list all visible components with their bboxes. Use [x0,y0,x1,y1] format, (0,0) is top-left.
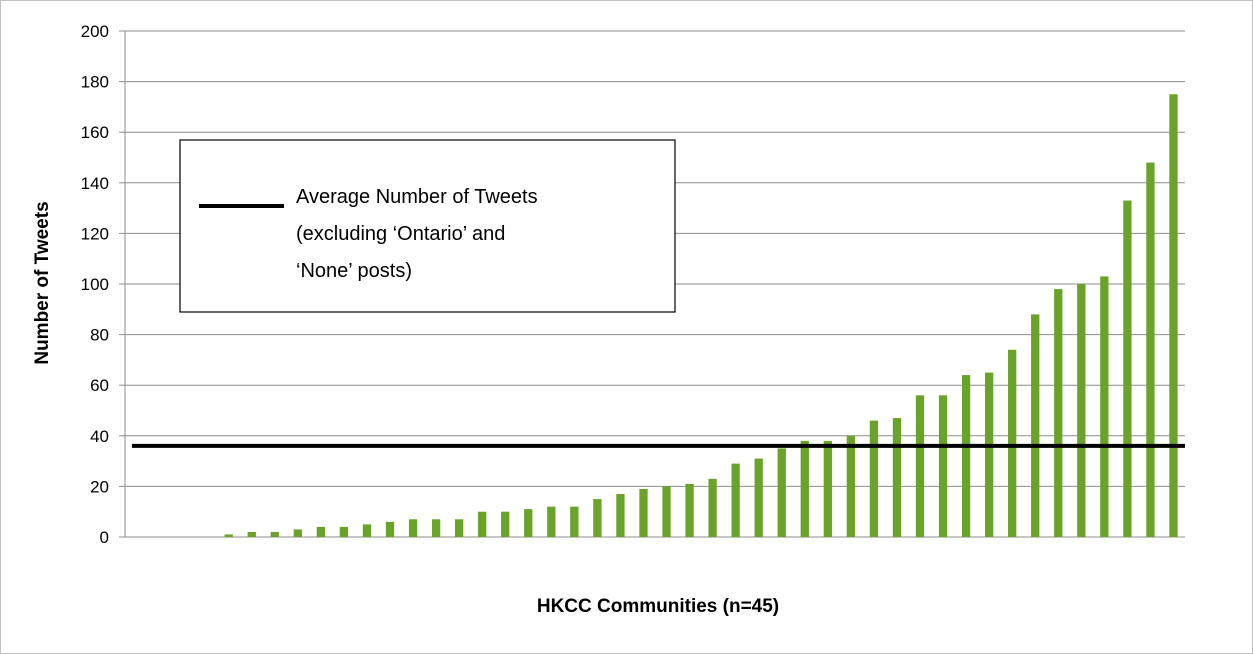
bar [639,488,648,537]
legend: Average Number of Tweets (excluding ‘Ont… [179,139,676,313]
bar [777,448,786,537]
y-tick-label: 200 [81,22,109,41]
bar [823,440,832,537]
bar [1146,162,1155,537]
y-tick-label: 60 [90,376,109,395]
bar [224,534,233,537]
bar [270,531,279,537]
bar [915,395,925,537]
bar [1054,289,1063,537]
bar [1100,276,1109,537]
legend-label-line-2: (excluding ‘Ontario’ and [296,223,505,245]
bar [1008,349,1017,537]
bar [293,529,302,537]
y-tick-label: 160 [81,123,109,142]
bar [501,511,510,537]
bar [593,499,602,537]
bar [339,526,349,537]
bar [662,486,671,537]
bar [454,519,464,537]
bar [385,521,395,537]
y-tick-label: 20 [90,477,109,496]
bar [984,372,994,537]
legend-label-line-3: ‘None’ posts) [296,260,412,282]
y-tick-label: 0 [100,528,109,547]
bar [754,458,763,537]
bar [1123,200,1132,537]
bar [247,531,256,537]
bar [316,526,326,537]
bar [708,478,717,537]
bars [224,94,1178,537]
bar [892,418,902,537]
y-axis-title: Number of Tweets [32,201,53,364]
bar [846,435,856,537]
bar [685,483,694,537]
bar [869,420,879,537]
y-tick-label: 120 [81,224,109,243]
bar [1031,314,1040,537]
bar [961,375,971,537]
bar [408,519,418,537]
bar [1077,284,1086,537]
bar [800,440,809,537]
y-tick-label: 180 [81,73,109,92]
y-tick-label: 140 [81,174,109,193]
legend-label-line-1: Average Number of Tweets [296,186,538,208]
y-tick-label: 100 [81,275,109,294]
x-axis-title: HKCC Communities (n=45) [537,596,779,617]
bar [362,524,372,537]
bar [547,506,556,537]
y-tick-label: 80 [90,326,109,345]
bar [616,493,625,537]
bar [478,511,487,537]
bar [431,519,441,537]
y-axis-ticks: 0 20 40 60 80 100 120 140 160 180 200 [81,22,109,547]
bar [1169,94,1178,537]
bar [570,506,579,537]
legend-box [179,139,676,313]
y-tick-label: 40 [90,427,109,446]
bar [524,509,533,537]
bar [938,395,948,537]
bar [731,463,740,537]
